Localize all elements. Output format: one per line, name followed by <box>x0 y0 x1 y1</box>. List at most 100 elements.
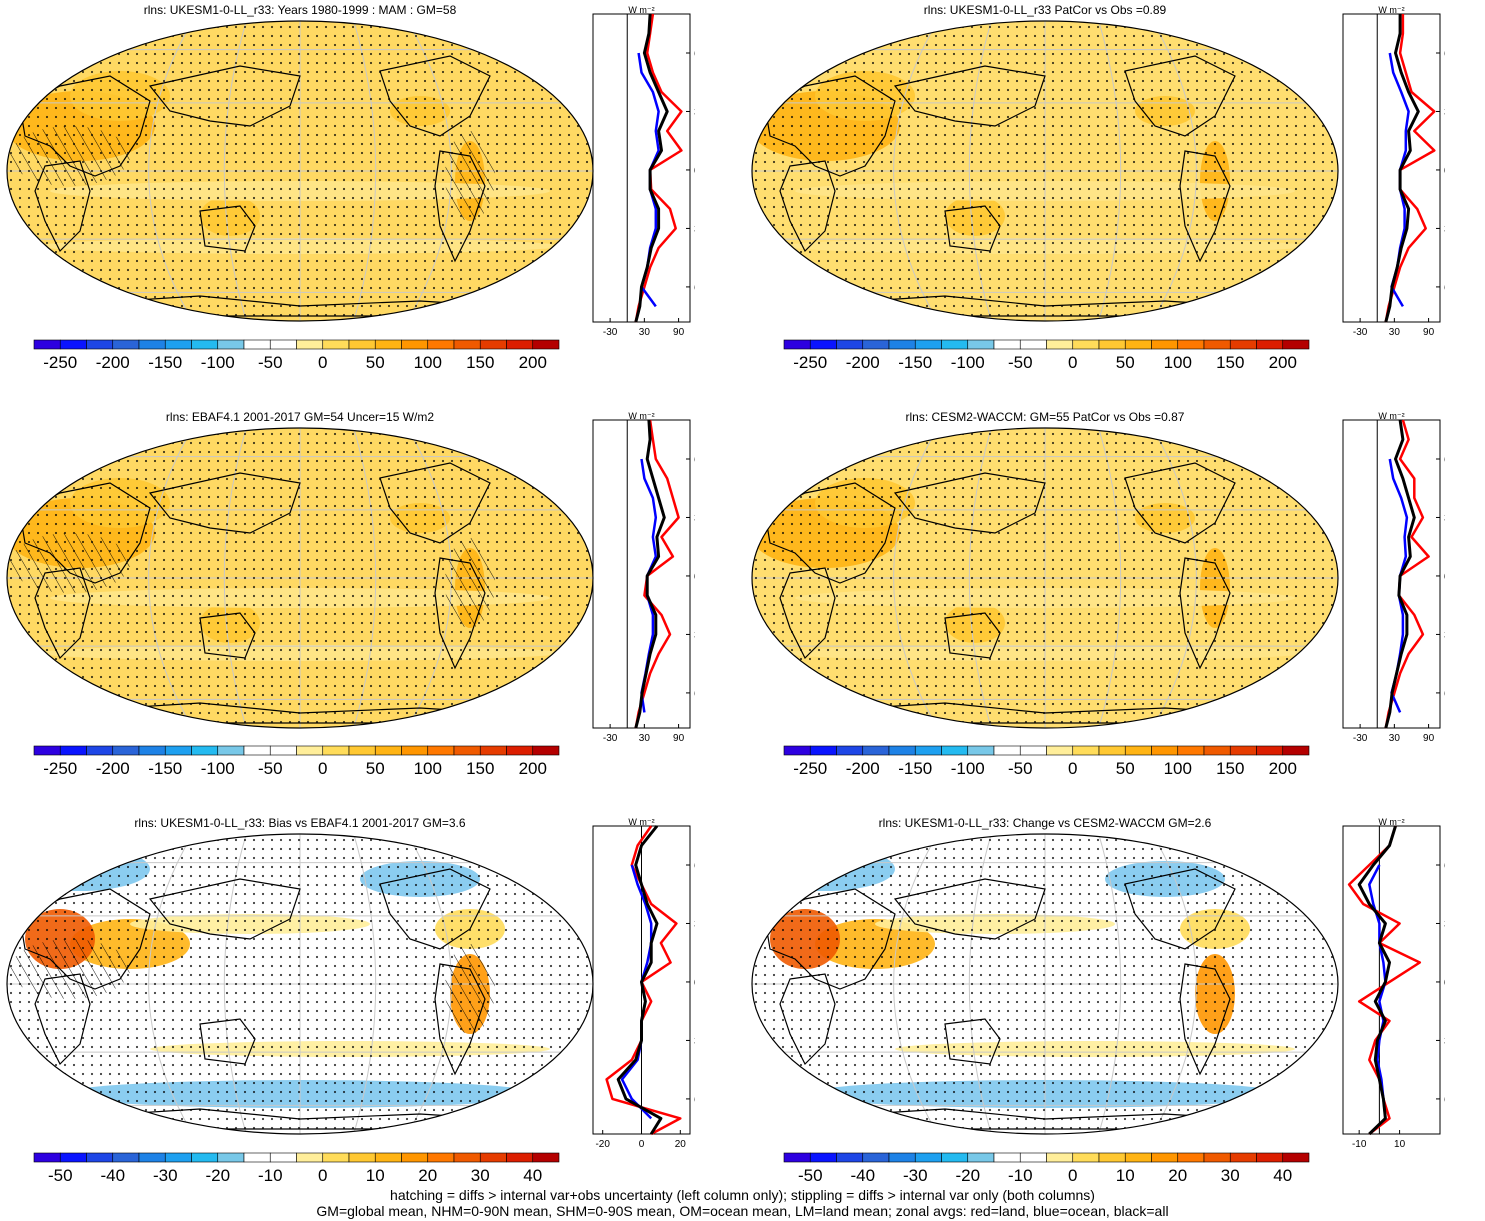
y-tick-label: 0 <box>694 977 695 989</box>
colorbar-tick-label: 10 <box>1116 1166 1135 1185</box>
colorbar-swatch <box>374 1152 402 1163</box>
colorbar-tick-label: 200 <box>519 353 547 372</box>
colorbar-swatch <box>1046 745 1074 756</box>
x-tick-label: -10 <box>1352 1139 1367 1150</box>
y-tick-label: 60N <box>694 454 695 466</box>
unit-label: W m⁻² <box>628 5 654 15</box>
x-tick-label: 90 <box>1423 327 1435 338</box>
colorbar-swatch <box>1098 339 1126 350</box>
colorbar-tick-label: -50 <box>258 759 283 778</box>
colorbar-swatch <box>243 339 271 350</box>
colorbar-tick-label: 150 <box>1216 759 1244 778</box>
y-tick-label: 0 <box>1444 977 1445 989</box>
x-tick-label: -30 <box>1353 327 1368 338</box>
colorbar-swatch <box>1124 745 1152 756</box>
map-field <box>7 428 593 728</box>
colorbar-swatch <box>59 745 87 756</box>
colorbar-tick-label: -200 <box>96 759 130 778</box>
y-tick-label: 30N <box>1444 512 1445 524</box>
colorbar-tick-label: 20 <box>1168 1166 1187 1185</box>
colorbar-swatch <box>217 745 245 756</box>
profile-frame <box>592 419 691 729</box>
colorbar-swatch <box>941 745 969 756</box>
colorbar-swatch <box>532 1152 560 1163</box>
colorbar-swatch <box>59 339 87 350</box>
colorbar: -250-200-150-100-50050100150200250 <box>33 745 560 778</box>
colorbar-swatch <box>1019 1152 1047 1163</box>
colorbar-swatch <box>1256 745 1284 756</box>
colorbar-swatch <box>296 1152 324 1163</box>
colorbar-tick-label: -200 <box>846 759 880 778</box>
zonal-series-land <box>1384 14 1436 323</box>
colorbar-tick-label: -20 <box>955 1166 980 1185</box>
colorbar-tick-label: 10 <box>366 1166 385 1185</box>
world-map <box>751 427 1339 729</box>
colorbar-swatch <box>164 339 192 350</box>
colorbar-swatch <box>138 1152 166 1163</box>
y-tick-label: 60S <box>694 688 695 700</box>
colorbar-swatch <box>453 339 481 350</box>
colorbar-tick-label: 150 <box>466 759 494 778</box>
hatching-overlay <box>10 533 130 593</box>
colorbar-swatch <box>506 1152 534 1163</box>
stippling-overlay <box>752 834 1338 1134</box>
x-tick-label: 90 <box>673 733 685 744</box>
colorbar-swatch <box>1098 745 1126 756</box>
colorbar-swatch <box>1177 745 1205 756</box>
colorbar: -50-40-30-20-1001020304050 <box>33 1152 560 1185</box>
colorbar-swatch <box>967 1152 995 1163</box>
colorbar-tick-label: 0 <box>1068 759 1077 778</box>
colorbar-swatch <box>138 745 166 756</box>
map-border <box>751 833 1339 1135</box>
colorbar-swatch <box>1072 339 1100 350</box>
zonal-series-all <box>1384 419 1416 729</box>
colorbar-tick-label: 50 <box>1116 759 1135 778</box>
colorbar-swatch <box>348 339 376 350</box>
y-tick-label: 60S <box>1444 688 1445 700</box>
y-tick-label: 0 <box>694 165 695 177</box>
colorbar-tick-label: 50 <box>366 759 385 778</box>
colorbar-swatch <box>1282 339 1310 350</box>
colorbar-swatch <box>1046 339 1074 350</box>
colorbar-tick-label: 0 <box>1068 353 1077 372</box>
zonal-series-all <box>1384 14 1420 323</box>
colorbar-tick-label: -20 <box>205 1166 230 1185</box>
unit-label: W m⁻² <box>1378 5 1404 15</box>
colorbar-swatch <box>427 339 455 350</box>
map-title: rlns: UKESM1-0-LL_r33: Bias vs EBAF4.1 2… <box>134 816 466 830</box>
colorbar-swatch <box>1072 745 1100 756</box>
colorbar-tick-label: -40 <box>100 1166 125 1185</box>
colorbar-swatch <box>1203 339 1231 350</box>
colorbar-swatch <box>374 339 402 350</box>
colorbar-swatch <box>296 339 324 350</box>
colorbar-swatch <box>1151 1152 1179 1163</box>
colorbar-swatch <box>191 1152 219 1163</box>
colorbar-swatch <box>138 339 166 350</box>
hatching-overlay <box>445 538 495 628</box>
y-tick-label: 60N <box>694 48 695 60</box>
map-field <box>7 834 593 1134</box>
colorbar-swatch <box>993 745 1021 756</box>
x-tick-label: -20 <box>595 1139 610 1150</box>
x-tick-label: -30 <box>603 733 618 744</box>
y-tick-label: 30S <box>1444 1035 1445 1047</box>
colorbar-swatch <box>217 339 245 350</box>
colorbar-swatch <box>888 1152 916 1163</box>
colorbar-swatch <box>112 1152 140 1163</box>
colorbar-swatch <box>1177 339 1205 350</box>
y-tick-label: 60S <box>1444 282 1445 294</box>
colorbar-swatch <box>888 745 916 756</box>
colorbar-swatch <box>914 339 942 350</box>
colorbar-tick-label: 100 <box>414 353 442 372</box>
colorbar-swatch <box>941 339 969 350</box>
colorbar-swatch <box>33 1152 61 1163</box>
y-tick-label: 60N <box>1444 860 1445 872</box>
colorbar-tick-label: -150 <box>898 759 932 778</box>
colorbar-swatch <box>941 1152 969 1163</box>
colorbar-swatch <box>86 1152 114 1163</box>
map-title: rlns: CESM2-WACCM: GM=55 PatCor vs Obs =… <box>905 410 1185 424</box>
colorbar-tick-label: 50 <box>1116 353 1135 372</box>
map-field <box>752 428 1338 728</box>
colorbar-swatch <box>401 745 429 756</box>
map-title: rlns: EBAF4.1 2001-2017 GM=54 Uncer=15 W… <box>165 410 435 424</box>
